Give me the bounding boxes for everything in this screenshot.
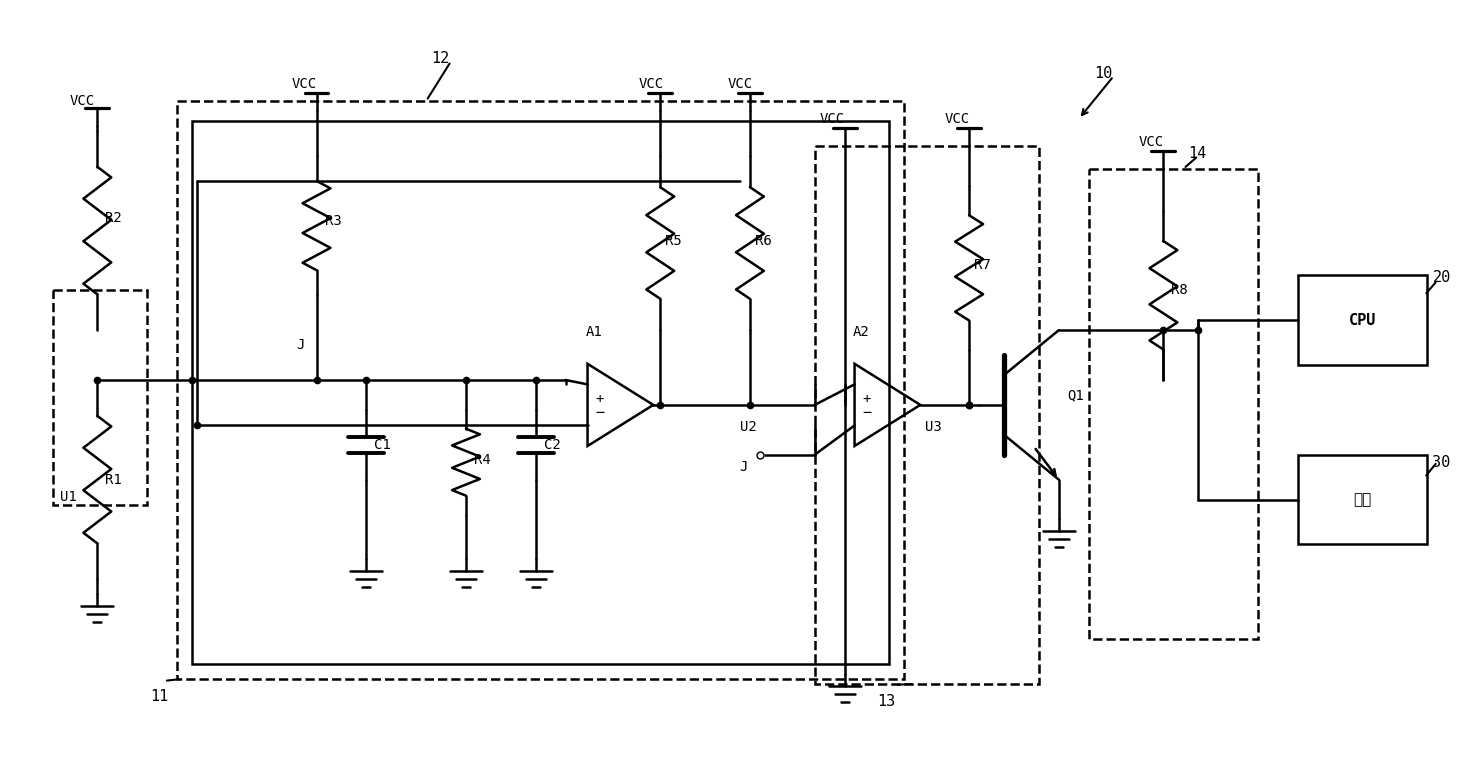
Bar [53, 290, 147, 505]
Bar [1298, 275, 1428, 365]
Bar [814, 146, 1039, 684]
Text: +: + [863, 392, 871, 407]
Text: C2: C2 [543, 438, 561, 451]
Text: 12: 12 [431, 51, 449, 66]
Text: U2: U2 [740, 420, 757, 434]
Text: VCC: VCC [639, 77, 664, 91]
Bar [191, 121, 889, 664]
Text: VCC: VCC [820, 112, 845, 126]
Text: U3: U3 [926, 420, 942, 434]
Text: 13: 13 [877, 694, 896, 709]
Text: R6: R6 [755, 233, 771, 248]
Text: −: − [596, 406, 605, 420]
Text: R2: R2 [106, 211, 122, 225]
Text: C1: C1 [374, 438, 392, 451]
Text: R7: R7 [974, 258, 991, 272]
Text: U1: U1 [60, 489, 77, 504]
Text: VCC: VCC [944, 112, 970, 126]
Bar [177, 101, 904, 679]
Text: J: J [739, 460, 748, 473]
Text: VCC: VCC [291, 77, 316, 91]
Text: VCC: VCC [69, 94, 94, 108]
Text: R3: R3 [324, 214, 342, 227]
Text: 11: 11 [150, 689, 168, 704]
Text: R1: R1 [106, 473, 122, 486]
Text: +: + [596, 392, 604, 407]
Text: 10: 10 [1094, 66, 1111, 81]
Text: Q1: Q1 [1067, 388, 1083, 402]
Text: 20: 20 [1432, 271, 1451, 286]
Bar [1298, 454, 1428, 544]
Text: CPU: CPU [1348, 312, 1376, 328]
Text: 風扇: 風扇 [1354, 492, 1372, 507]
Text: 14: 14 [1188, 146, 1207, 161]
Text: A2: A2 [852, 325, 870, 339]
Text: R5: R5 [665, 233, 682, 248]
Text: R4: R4 [474, 453, 490, 467]
Bar [1089, 169, 1259, 639]
Text: −: − [863, 406, 871, 420]
Text: 30: 30 [1432, 454, 1451, 470]
Text: R8: R8 [1172, 283, 1188, 297]
Text: J: J [297, 338, 305, 352]
Text: VCC: VCC [1138, 135, 1164, 149]
Text: A1: A1 [586, 325, 602, 339]
Text: VCC: VCC [729, 77, 754, 91]
